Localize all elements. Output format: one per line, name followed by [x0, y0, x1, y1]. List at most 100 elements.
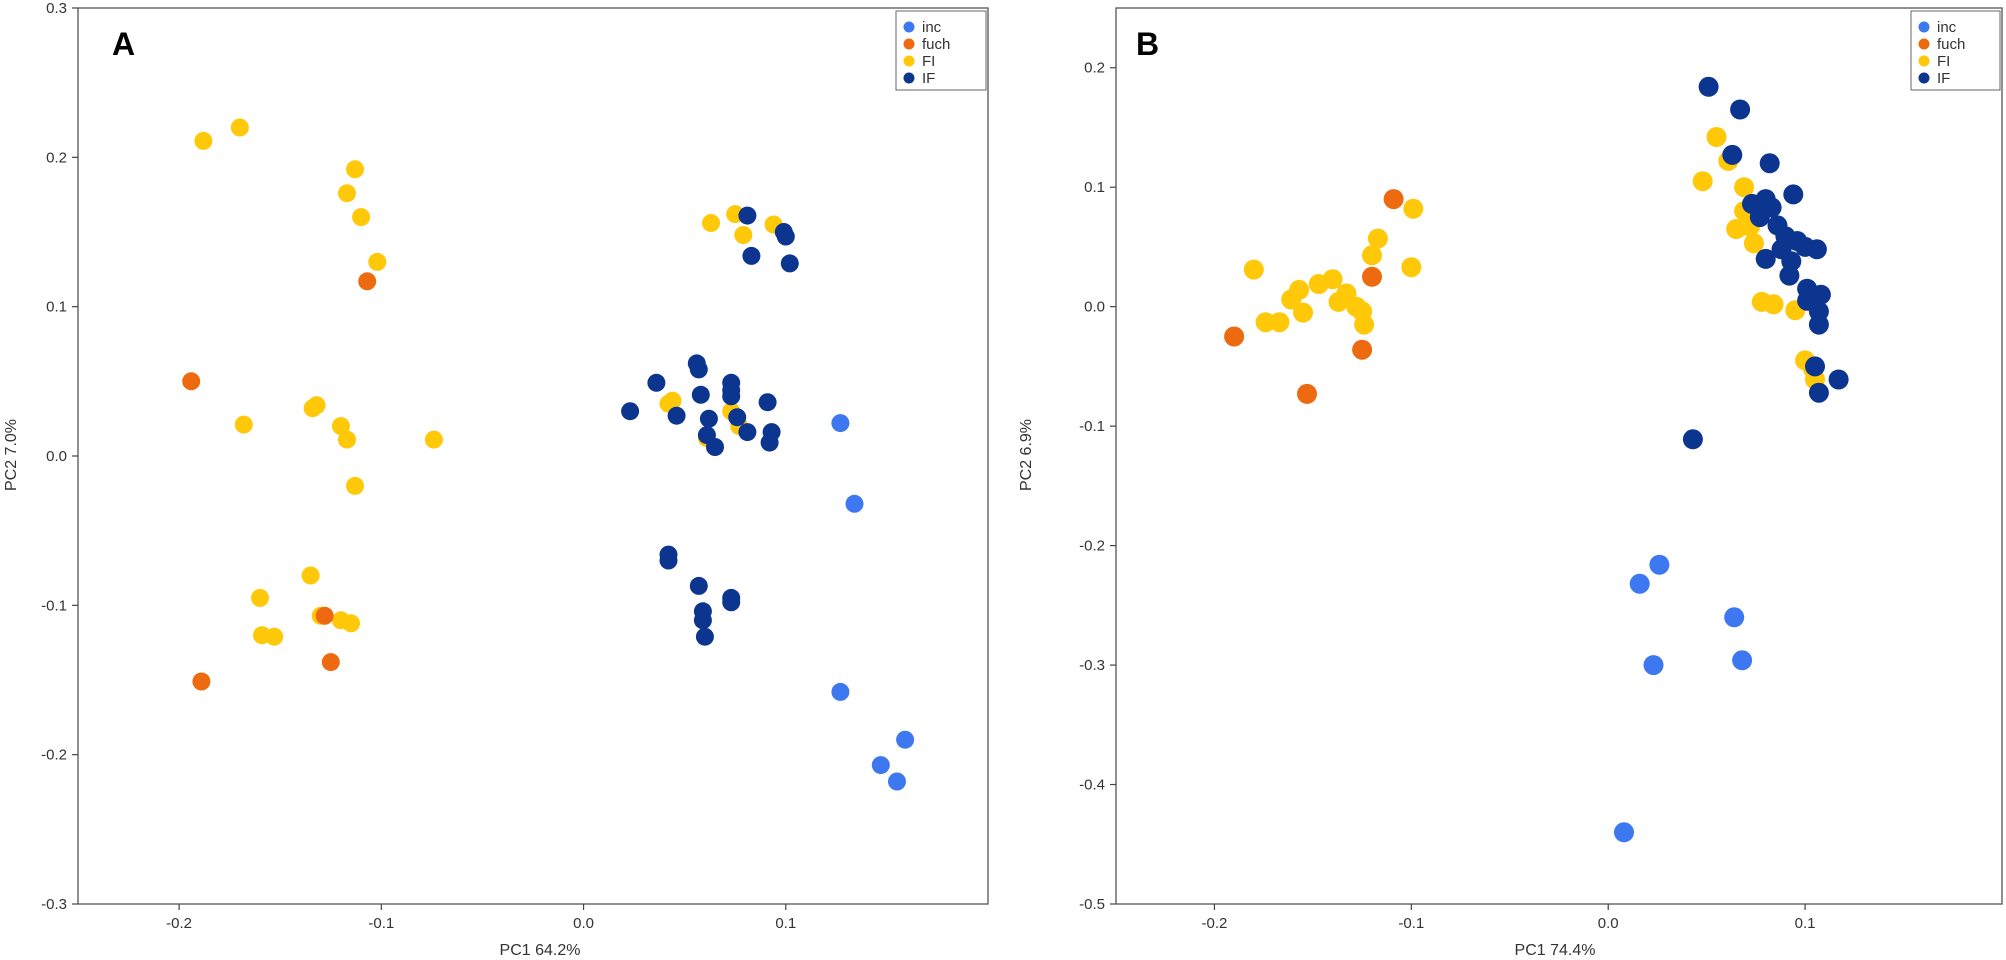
panel-b-point-fi	[1354, 314, 1375, 335]
panel-a-y-tick-label: -0.1	[41, 597, 67, 614]
panel-a-point-fuch	[321, 653, 340, 672]
panel-b-point-fuch	[1297, 383, 1317, 404]
panel-a: -0.2 -0.1 0.0 0.1 -0.3 -0.2 -0.1 0.0 0.1 0.2 0.3 A…	[3, 0, 989, 959]
panel-b-point-fi	[1243, 259, 1264, 280]
panel-a-point-if	[689, 576, 708, 595]
panel-a-point-fi	[352, 208, 371, 227]
panel-a-point-fi	[194, 131, 213, 150]
panel-b-point-fi	[1706, 127, 1727, 147]
panel-a-legend-marker-fi	[903, 55, 915, 67]
panel-b-legend-label-inc: inc	[1937, 19, 1957, 36]
panel-b-point-if	[1783, 184, 1804, 205]
panel-b-x-axis-label: PC1 74.4%	[1515, 942, 1596, 959]
panel-a-y-tick-label: -0.3	[41, 896, 67, 913]
panel-a-y-tick-label: 0.1	[46, 299, 67, 316]
panel-a-legend-marker-inc	[903, 21, 915, 33]
panel-a-point-if	[693, 611, 712, 630]
panel-a-point-if	[758, 393, 777, 412]
panel-b-legend-marker-fuch	[1918, 38, 1930, 50]
panel-a-letter: A	[112, 26, 135, 62]
panel-a-point-if	[647, 373, 666, 392]
panel-a-point-if	[699, 409, 718, 428]
panel-a-point-inc	[831, 682, 850, 701]
panel-a-point-fi	[734, 226, 753, 244]
panel-b-legend-label-if: IF	[1937, 70, 1950, 87]
panel-b-point-fi	[1367, 228, 1388, 249]
panel-a-x-axis-label: PC1 64.2%	[500, 942, 581, 959]
panel-b-point-inc	[1649, 554, 1670, 575]
panel-b-point-fi	[1763, 294, 1784, 315]
panel-a-legend-marker-if	[903, 72, 915, 84]
panel-a-point-fi	[338, 184, 356, 203]
panel-a-y-axis-label: PC2 7.0%	[3, 419, 20, 491]
panel-a-x-tick-label: 0.0	[573, 915, 594, 932]
panel-b-point-fi	[1734, 177, 1755, 198]
panel-b-y-tick-label: -0.2	[1079, 538, 1105, 555]
panel-a-point-if	[659, 551, 678, 570]
panel-b-letter: B	[1136, 26, 1159, 62]
panel-a-legend-marker-fuch	[903, 38, 915, 50]
panel-b: -0.2 -0.1 0.0 0.1 -0.5 -0.4 -0.3 -0.2 -0.1 0.0 0.1…	[1018, 7, 2003, 959]
panel-a-point-inc	[871, 756, 890, 775]
panel-a-point-fuch	[192, 672, 211, 691]
panel-a-point-fi	[331, 417, 350, 436]
panel-a-point-if	[780, 254, 799, 273]
panel-b-y-tick-label: 0.1	[1084, 179, 1105, 196]
panel-a-point-inc	[845, 494, 864, 513]
panel-b-point-if	[1722, 144, 1743, 165]
panel-a-point-fi	[338, 430, 356, 449]
panel-b-y-tick-label: 0.0	[1084, 299, 1105, 316]
panel-b-point-fi	[1362, 245, 1382, 266]
panel-a-point-fi	[702, 214, 720, 232]
panel-a-y-tick-label: 0.2	[46, 149, 67, 166]
panel-b-point-fi	[1401, 257, 1422, 278]
panel-b-point-if	[1755, 248, 1776, 269]
panel-b-points	[1224, 76, 1849, 843]
panel-b-x-tick-label: -0.2	[1202, 915, 1228, 932]
panel-b-point-inc	[1732, 650, 1753, 671]
panel-b-legend-label-fi: FI	[1937, 53, 1950, 70]
panel-b-point-if	[1682, 429, 1703, 450]
panel-a-point-if	[738, 423, 757, 442]
panel-a-plot-area	[77, 7, 989, 905]
panel-b-y-tick-label: -0.5	[1079, 896, 1105, 913]
panel-b-point-fi	[1403, 198, 1424, 219]
panel-b-point-if	[1759, 153, 1780, 174]
panel-a-point-if	[722, 387, 741, 406]
panel-b-plot-area	[1115, 7, 2003, 905]
panel-b-legend: inc fuch FI IF	[1910, 10, 2001, 91]
panel-a-point-fi	[342, 614, 360, 633]
panel-a-point-inc	[831, 414, 850, 433]
panel-a-point-if	[742, 246, 761, 265]
panel-b-point-fuch	[1383, 189, 1404, 210]
panel-a-point-if	[689, 360, 708, 379]
panel-b-point-inc	[1643, 655, 1664, 676]
panel-a-point-fuch	[182, 372, 201, 391]
panel-b-point-if	[1805, 356, 1825, 377]
panel-a-point-if	[691, 385, 710, 404]
panel-b-point-fuch	[1352, 339, 1373, 360]
panel-a-axis-ticks: -0.2 -0.1 0.0 0.1 -0.3 -0.2 -0.1 0.0 0.1 0.2 0.3	[41, 0, 796, 932]
panel-b-point-fi	[1289, 279, 1310, 300]
panel-a-y-tick-label: 0.0	[46, 448, 67, 465]
panel-b-point-fi	[1293, 302, 1313, 323]
panel-a-point-fi	[424, 430, 443, 449]
panel-a-point-inc	[896, 730, 915, 749]
panel-a-points	[182, 118, 915, 791]
panel-a-x-tick-label: 0.1	[775, 915, 796, 932]
panel-b-point-if	[1730, 99, 1751, 120]
panel-b-point-if	[1806, 239, 1827, 260]
panel-b-x-tick-label: 0.1	[1795, 915, 1816, 932]
panel-a-point-fi	[346, 160, 364, 179]
panel-a-x-tick-label: -0.1	[368, 915, 394, 932]
panel-b-point-fi	[1692, 171, 1713, 192]
panel-a-point-if	[738, 206, 757, 225]
panel-b-point-if	[1808, 314, 1829, 335]
panel-a-point-fi	[346, 476, 364, 495]
panel-b-point-inc	[1629, 573, 1650, 594]
panel-b-point-fi	[1269, 312, 1290, 333]
panel-a-legend-label-fi: FI	[922, 53, 935, 70]
panel-b-legend-marker-inc	[1918, 21, 1930, 33]
panel-b-point-inc	[1724, 607, 1745, 628]
